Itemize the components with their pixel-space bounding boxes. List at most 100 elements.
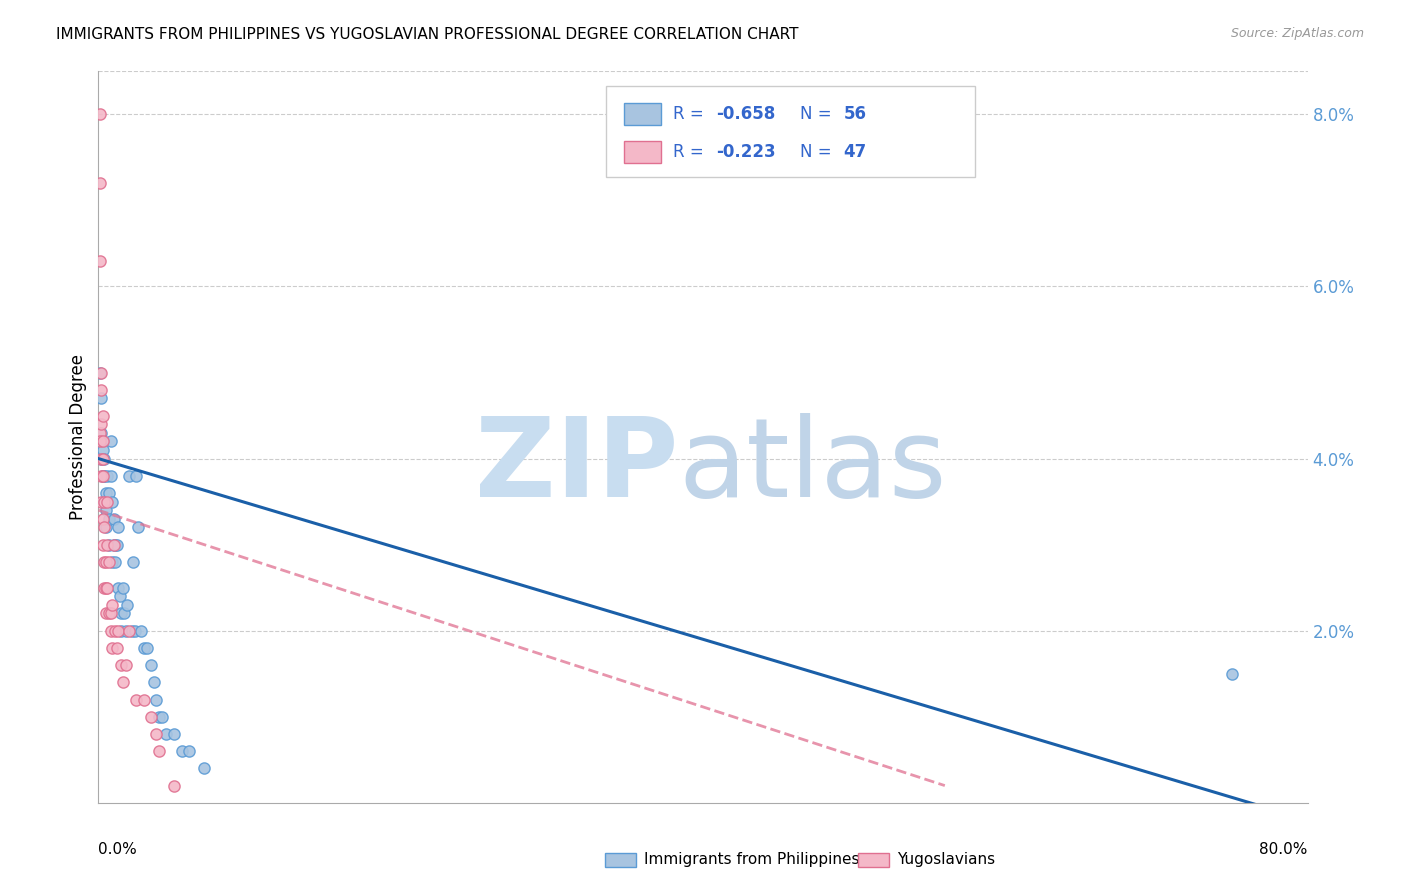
Point (90, 366, 112, 380)
Point (111, 581, 134, 595)
Point (107, 520, 129, 534)
Point (93, 468, 115, 483)
Point (94, 555, 117, 569)
Point (1220, 666, 1243, 681)
Point (93, 581, 115, 595)
Point (91, 468, 114, 483)
Point (125, 468, 148, 483)
FancyBboxPatch shape (624, 141, 661, 163)
Point (143, 675, 166, 690)
Point (90, 451, 112, 466)
Point (132, 692, 155, 706)
Point (103, 538, 125, 552)
Point (163, 779, 186, 793)
Point (94, 503, 117, 517)
Point (148, 744, 170, 758)
Point (132, 640, 155, 655)
Point (91, 468, 114, 483)
Point (193, 761, 215, 775)
Point (98, 512, 121, 526)
Text: ZIP: ZIP (475, 413, 679, 520)
Point (125, 692, 148, 706)
Point (93, 520, 115, 534)
Point (114, 658, 136, 673)
Point (104, 555, 127, 569)
Point (96, 494, 118, 508)
Point (108, 589, 131, 603)
Point (90, 494, 112, 508)
Point (141, 710, 163, 724)
FancyBboxPatch shape (624, 103, 661, 125)
Point (90, 468, 112, 483)
Text: atlas: atlas (679, 413, 948, 520)
Point (101, 555, 124, 569)
Point (89, 366, 111, 380)
Point (110, 607, 132, 621)
Text: Immigrants from Philippines: Immigrants from Philippines (644, 853, 859, 867)
Point (105, 640, 128, 655)
Point (110, 658, 132, 673)
Text: Yugoslavians: Yugoslavians (897, 853, 995, 867)
Point (100, 434, 122, 449)
Point (94, 520, 117, 534)
Point (90, 425, 112, 440)
Point (89, 176, 111, 190)
Point (155, 727, 177, 741)
Point (90, 417, 112, 432)
Text: 47: 47 (844, 143, 866, 161)
Text: R =: R = (672, 104, 709, 123)
Point (91, 434, 114, 449)
Point (91, 409, 114, 423)
Point (93, 451, 115, 466)
Point (104, 624, 127, 638)
Point (91, 538, 114, 552)
Point (98, 555, 121, 569)
Point (89, 253, 111, 268)
Point (98, 486, 121, 500)
Point (89, 425, 111, 440)
Text: N =: N = (800, 104, 837, 123)
Point (107, 581, 129, 595)
Point (100, 468, 122, 483)
Point (98, 538, 121, 552)
Point (141, 658, 163, 673)
Point (110, 624, 132, 638)
Point (89, 107, 111, 121)
Point (89, 434, 111, 449)
Point (170, 744, 193, 758)
Point (114, 624, 136, 638)
Text: 56: 56 (844, 104, 866, 123)
Point (98, 607, 121, 621)
Text: Source: ZipAtlas.com: Source: ZipAtlas.com (1230, 27, 1364, 40)
Point (94, 607, 117, 621)
Point (90, 451, 112, 466)
Point (93, 494, 115, 508)
Point (96, 468, 118, 483)
Point (124, 624, 146, 638)
FancyBboxPatch shape (606, 86, 976, 178)
Text: IMMIGRANTS FROM PHILIPPINES VS YUGOSLAVIAN PROFESSIONAL DEGREE CORRELATION CHART: IMMIGRANTS FROM PHILIPPINES VS YUGOSLAVI… (56, 27, 799, 42)
Point (91, 442, 114, 457)
Point (150, 710, 173, 724)
Point (148, 710, 170, 724)
Point (90, 392, 112, 406)
Point (179, 744, 201, 758)
Point (91, 451, 114, 466)
Point (100, 607, 122, 621)
Point (107, 624, 129, 638)
Text: R =: R = (672, 143, 709, 161)
Point (121, 624, 143, 638)
Point (105, 538, 128, 552)
Point (145, 727, 167, 741)
Point (129, 624, 152, 638)
Point (135, 640, 157, 655)
Point (93, 555, 115, 569)
Text: -0.223: -0.223 (716, 143, 776, 161)
Point (115, 598, 138, 612)
Point (118, 624, 141, 638)
Point (91, 468, 114, 483)
Point (96, 581, 118, 595)
Point (104, 538, 127, 552)
Point (96, 538, 118, 552)
Point (94, 486, 117, 500)
